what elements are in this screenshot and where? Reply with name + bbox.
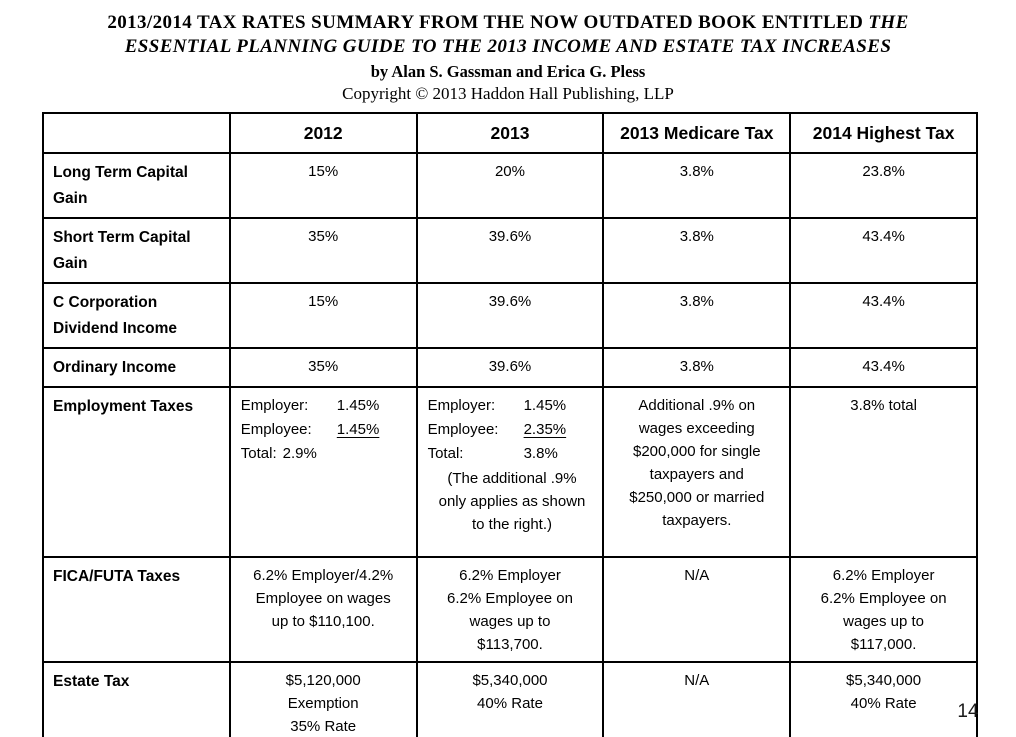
header-cell-2012: 2012 xyxy=(228,112,418,154)
tax-line: Total: 3.8% xyxy=(428,442,597,466)
row-label: Employment Taxes xyxy=(42,386,231,558)
tax-line-label: Employer: xyxy=(240,397,309,414)
tax-line-value: 2.9% xyxy=(282,445,317,462)
title-block: 2013/2014 TAX RATES SUMMARY FROM THE NOW… xyxy=(0,11,1016,104)
table-row: C Corporation Dividend Income 15% 39.6% 3.8… xyxy=(42,282,978,349)
row-label: Short Term Capital Gain xyxy=(42,217,231,284)
table-cell: 20% xyxy=(415,152,605,219)
table-cell: $5,120,000 Exemption 35% Rate xyxy=(228,661,418,737)
table-row: Short Term Capital Gain 35% 39.6% 3.8% 43.4% xyxy=(42,217,978,284)
table-cell: Additional .9% on wages exceeding $200,0… xyxy=(602,386,792,558)
copyright-line: Copyright © 2013 Haddon Hall Publishing,… xyxy=(342,84,674,103)
tax-line-value: 3.8% xyxy=(523,445,558,462)
table-cell: 15% xyxy=(228,152,418,219)
title-line1-italic: THE xyxy=(868,12,909,33)
header-cell-2013: 2013 xyxy=(415,112,605,154)
tax-line: Employee: 1.45% xyxy=(241,418,410,442)
table-cell: Employer: 1.45% Employee: 2.35% Total: 3.8% (T… xyxy=(415,386,605,558)
table-cell: 3.8% total xyxy=(789,386,978,558)
table-cell: 3.8% xyxy=(602,347,792,388)
row-label: Estate Tax xyxy=(42,661,231,737)
table-cell: 39.6% xyxy=(415,217,605,284)
table-cell: 3.8% xyxy=(602,217,792,284)
tax-line: Employee: 2.35% xyxy=(428,418,597,442)
byline: by Alan S. Gassman and Erica G. Pless xyxy=(370,62,646,81)
header-cell-blank xyxy=(42,112,231,154)
table-cell: 39.6% xyxy=(415,282,605,349)
cell-note: (The additional .9% only applies as show… xyxy=(438,470,586,533)
table-cell: 43.4% xyxy=(789,347,978,388)
tax-line-label: Employee: xyxy=(240,421,312,438)
tax-line: Employer: 1.45% xyxy=(241,394,410,418)
table-cell: 3.8% xyxy=(602,152,792,219)
tax-line-label: Total: xyxy=(240,445,277,462)
row-label: C Corporation Dividend Income xyxy=(42,282,231,349)
tax-line: Total: 2.9% xyxy=(241,442,410,466)
table-cell: 23.8% xyxy=(789,152,978,219)
tax-line-label: Total: xyxy=(427,445,464,462)
tax-line-label: Employer: xyxy=(427,397,496,414)
header-cell-2013-medicare-tax: 2013 Medicare Tax xyxy=(602,112,792,154)
row-label: Long Term Capital Gain xyxy=(42,152,231,219)
tax-line-value: 1.45% xyxy=(336,397,380,414)
table-cell: $5,340,000 40% Rate xyxy=(789,661,978,737)
table-row: FICA/FUTA Taxes 6.2% Employer/4.2% Employ… xyxy=(42,556,978,663)
table-cell: 35% xyxy=(228,217,418,284)
document-title-line1: 2013/2014 TAX RATES SUMMARY FROM THE NOW… xyxy=(0,11,1016,35)
tax-line: Employer: 1.45% xyxy=(428,394,597,418)
table-row: Ordinary Income 35% 39.6% 3.8% 43.4% xyxy=(42,347,978,388)
table-cell: N/A xyxy=(602,556,792,663)
table-cell: 6.2% Employer/4.2% Employee on wages up … xyxy=(228,556,418,663)
row-label: FICA/FUTA Taxes xyxy=(42,556,231,663)
tax-line-value: 1.45% xyxy=(336,421,380,438)
table-cell: 6.2% Employer 6.2% Employee on wages up … xyxy=(415,556,605,663)
tax-line-value: 2.35% xyxy=(523,421,567,438)
table-header-row: 2012 2013 2013 Medicare Tax 2014 Highest Ta… xyxy=(42,112,978,154)
table-cell: 15% xyxy=(228,282,418,349)
table-row: Employment Taxes Employer: 1.45% Employee: 1… xyxy=(42,386,978,558)
table-cell: 43.4% xyxy=(789,217,978,284)
row-label: Ordinary Income xyxy=(42,347,231,388)
table-cell: $5,340,000 40% Rate xyxy=(415,661,605,737)
table-cell: N/A xyxy=(602,661,792,737)
table-cell: 3.8% xyxy=(602,282,792,349)
table-cell: 39.6% xyxy=(415,347,605,388)
table-cell: 6.2% Employer 6.2% Employee on wages up … xyxy=(789,556,978,663)
table-row: Estate Tax $5,120,000 Exemption 35% Rate $… xyxy=(42,661,978,737)
tax-rates-table: 2012 2013 2013 Medicare Tax 2014 Highest Ta… xyxy=(42,112,978,737)
page-number: 14 xyxy=(957,701,979,722)
title-line1-normal: 2013/2014 TAX RATES SUMMARY FROM THE NOW… xyxy=(107,12,869,33)
table-cell: 35% xyxy=(228,347,418,388)
tax-line-value: 1.45% xyxy=(523,397,567,414)
header-cell-2014-highest-tax: 2014 Highest Tax xyxy=(789,112,978,154)
table-cell: Employer: 1.45% Employee: 1.45% Total: 2.9% xyxy=(228,386,418,558)
table-body: Long Term Capital Gain 15% 20% 3.8% 23.8% Sho… xyxy=(42,152,978,737)
document-title-line2: ESSENTIAL PLANNING GUIDE TO THE 2013 INC… xyxy=(124,35,892,57)
table-cell: 43.4% xyxy=(789,282,978,349)
table-row: Long Term Capital Gain 15% 20% 3.8% 23.8% xyxy=(42,152,978,219)
tax-line-label: Employee: xyxy=(427,421,499,438)
